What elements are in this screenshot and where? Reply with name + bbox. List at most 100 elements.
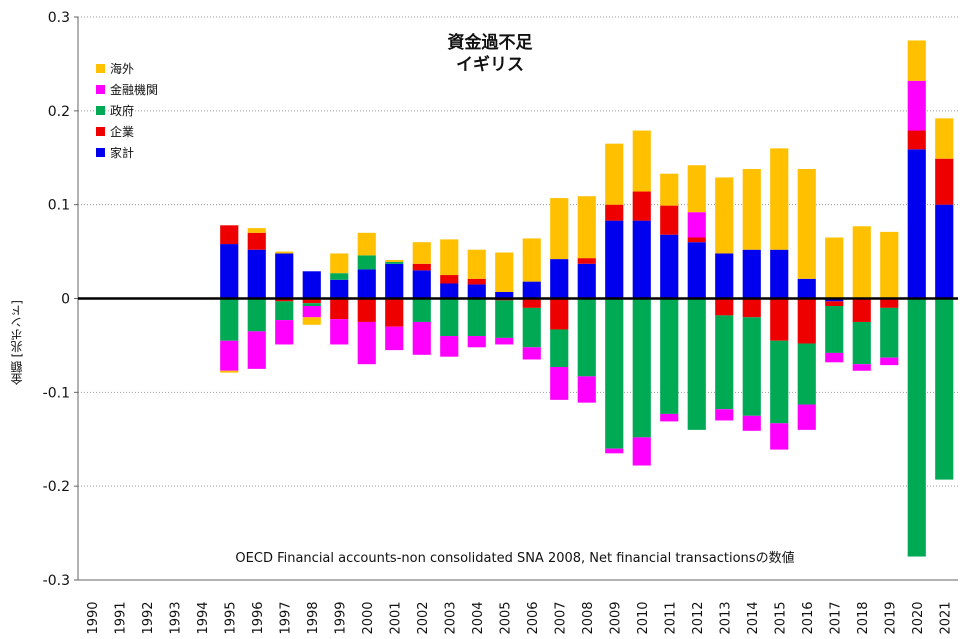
bar-金融機関-2011 — [660, 413, 679, 422]
bar-家計-1997 — [275, 253, 294, 299]
bar-金融機関-2009 — [605, 448, 624, 454]
x-tick-label-2020: 2020 — [911, 601, 926, 634]
y-tick-label-3: 0 — [61, 292, 70, 308]
bar-家計-2004 — [467, 284, 486, 299]
bar-海外-2011 — [660, 173, 679, 206]
bar-政府-2014 — [742, 317, 761, 416]
legend: 海外 金融機関 政府 企業 家計 — [96, 58, 158, 163]
x-tick-label-2019: 2019 — [883, 601, 898, 634]
bar-海外-2001 — [385, 260, 404, 262]
legend-label: 政府 — [110, 104, 135, 118]
bar-海外-2017 — [825, 237, 844, 299]
bar-海外-2014 — [742, 169, 761, 250]
bar-家計-2017 — [825, 298, 844, 302]
bar-家計-1999 — [330, 279, 349, 299]
bar-家計-2007 — [550, 259, 569, 299]
bar-企業-2004 — [467, 278, 486, 285]
x-tick-label-2000: 2000 — [361, 601, 376, 634]
bar-企業-2002 — [412, 263, 431, 271]
bar-企業-2001 — [385, 298, 404, 327]
bar-海外-2002 — [412, 242, 431, 264]
bar-海外-2012 — [687, 165, 706, 213]
chart-title: 資金過不足 — [447, 33, 533, 53]
x-tick-label-1995: 1995 — [223, 601, 238, 634]
bar-企業-2018 — [852, 298, 871, 322]
bar-政府-2018 — [852, 321, 871, 365]
bar-家計-2006 — [522, 281, 541, 299]
x-tick-label-2002: 2002 — [416, 601, 431, 634]
bar-家計-2002 — [412, 270, 431, 299]
bar-金融機関-2015 — [770, 423, 789, 450]
legend-item-金融機関: 金融機関 — [96, 79, 158, 100]
x-tick-label-1991: 1991 — [113, 601, 128, 634]
y-tick-label-0: 0.3 — [48, 10, 70, 26]
bar-金融機関-1996 — [247, 331, 266, 369]
bar-海外-2008 — [577, 196, 596, 259]
bar-家計-2011 — [660, 234, 679, 299]
bar-家計-2008 — [577, 263, 596, 299]
x-tick-label-2012: 2012 — [691, 601, 706, 634]
bar-家計-2021 — [935, 204, 954, 299]
x-tick-label-2008: 2008 — [581, 601, 596, 634]
legend-label: 海外 — [110, 62, 135, 76]
bar-企業-2009 — [605, 204, 624, 221]
bar-家計-2000 — [357, 269, 376, 299]
x-tick-label-2011: 2011 — [663, 601, 678, 634]
bar-海外-2003 — [440, 239, 459, 276]
axes — [77, 17, 958, 581]
bar-政府-2015 — [770, 340, 789, 424]
bar-政府-2019 — [880, 307, 899, 358]
bar-企業-2010 — [632, 191, 651, 221]
bar-金融機関-2013 — [715, 409, 734, 421]
bar-企業-2003 — [440, 275, 459, 284]
bar-政府-2004 — [467, 298, 486, 337]
legend-label: 企業 — [110, 125, 135, 139]
legend-swatch — [96, 148, 105, 157]
bar-金融機関-2006 — [522, 347, 541, 360]
x-tick-label-1998: 1998 — [306, 601, 321, 634]
bar-政府-2002 — [412, 298, 431, 322]
bar-政府-2012 — [687, 298, 706, 430]
bar-政府-2020 — [907, 298, 926, 557]
bar-家計-2020 — [907, 149, 926, 299]
bar-企業-2006 — [522, 298, 541, 308]
bar-企業-2016 — [797, 298, 816, 344]
bar-家計-2016 — [797, 278, 816, 299]
y-tick-label-1: 0.2 — [48, 104, 70, 120]
legend-swatch — [96, 106, 105, 115]
bar-金融機関-2010 — [632, 437, 651, 466]
bar-政府-1999 — [330, 273, 349, 280]
chart-subtitle: イギリス — [456, 55, 524, 75]
bar-企業-2020 — [907, 130, 926, 150]
y-tick-label-6: -0.3 — [43, 573, 70, 589]
bar-政府-2021 — [935, 298, 954, 480]
x-tick-label-1997: 1997 — [278, 601, 293, 634]
bar-海外-2000 — [357, 232, 376, 256]
y-tick-label-2: 0.1 — [48, 198, 70, 214]
bar-企業-2012 — [687, 237, 706, 243]
bar-海外-2013 — [715, 177, 734, 254]
bar-企業-1998 — [302, 298, 321, 304]
x-tick-label-2013: 2013 — [718, 601, 733, 634]
bar-企業-2014 — [742, 298, 761, 318]
bar-企業-2007 — [550, 298, 569, 330]
bar-政府-2000 — [357, 255, 376, 270]
bar-海外-1997 — [275, 251, 294, 254]
x-tick-label-2018: 2018 — [856, 601, 871, 634]
bar-金融機関-2008 — [577, 376, 596, 403]
bar-海外-2016 — [797, 169, 816, 279]
x-tick-label-2016: 2016 — [801, 601, 816, 634]
x-tick-label-2006: 2006 — [526, 601, 541, 634]
bar-企業-2008 — [577, 258, 596, 264]
bar-海外-2006 — [522, 238, 541, 282]
x-tick-label-2017: 2017 — [828, 601, 843, 634]
x-tick-label-2009: 2009 — [608, 601, 623, 634]
bar-家計-2005 — [495, 291, 514, 299]
bar-政府-1996 — [247, 298, 266, 332]
y-axis-label: 金額 [兆ポンド] — [10, 300, 24, 386]
bar-企業-2017 — [825, 301, 844, 307]
bar-海外-2004 — [467, 249, 486, 279]
x-tick-label-2004: 2004 — [471, 601, 486, 634]
legend-swatch — [96, 64, 105, 73]
